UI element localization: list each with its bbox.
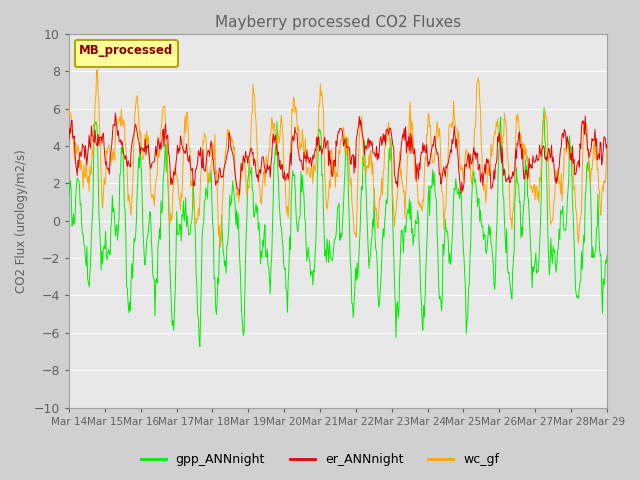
- Y-axis label: CO2 Flux (urology/m2/s): CO2 Flux (urology/m2/s): [15, 149, 28, 293]
- Title: Mayberry processed CO2 Fluxes: Mayberry processed CO2 Fluxes: [215, 15, 461, 30]
- Legend: : [74, 39, 178, 67]
- Legend: gpp_ANNnight, er_ANNnight, wc_gf: gpp_ANNnight, er_ANNnight, wc_gf: [136, 448, 504, 471]
